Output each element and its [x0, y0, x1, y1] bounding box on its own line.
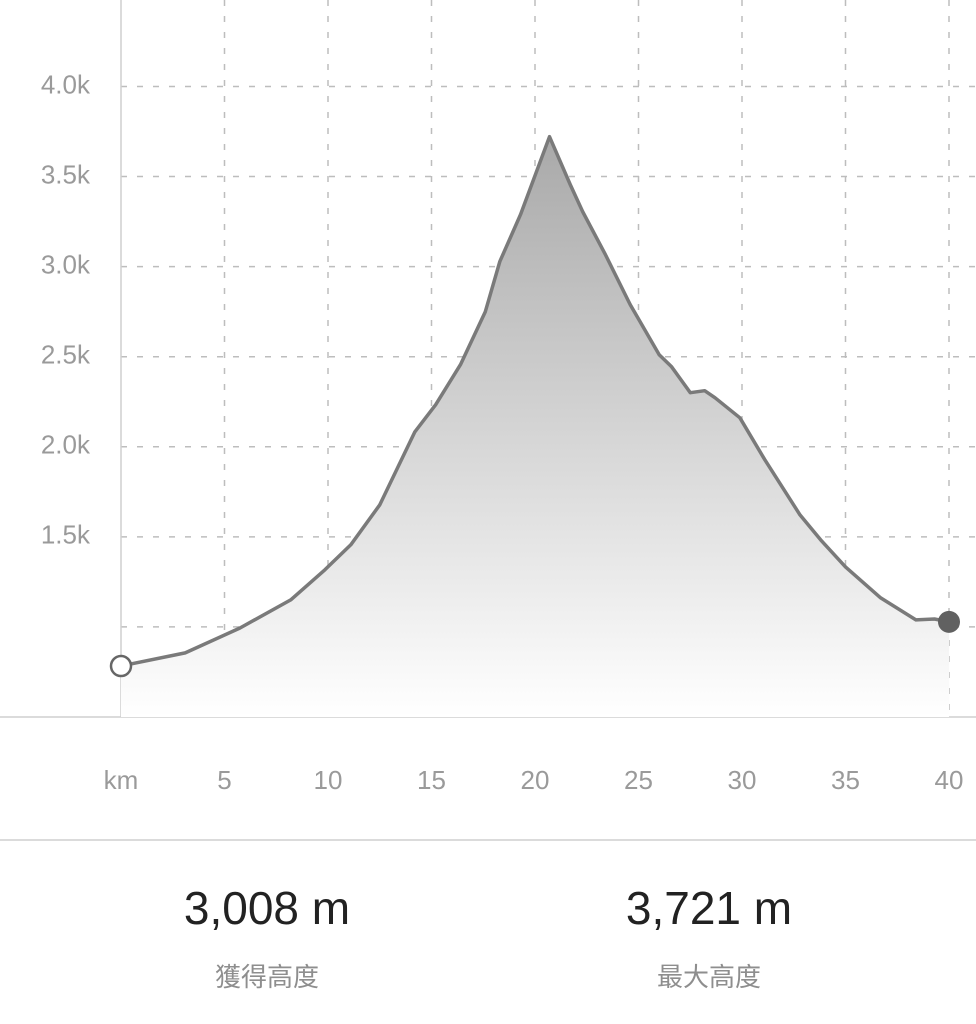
stat-label: 最大高度: [656, 962, 761, 992]
stats: 3,008 m 獲得高度 3,721 m 最大高度: [0, 841, 976, 1024]
stat: 3,008 m 獲得高度: [117, 881, 417, 994]
start-point: [109, 654, 133, 678]
area-fill: [121, 136, 949, 717]
elevation-chart: 1.5k 2.0k 2.5k 3.0k 3.5k 4.0k km 5 10 15 20 25 30 35 4…: [0, 0, 976, 841]
x-tick-label: 35: [831, 765, 860, 795]
y-tick-label: 4.0k: [41, 69, 91, 99]
y-tick-label: 2.5k: [41, 340, 91, 370]
x-tick-label: 40: [935, 765, 964, 795]
x-tick-label: 5: [217, 765, 231, 795]
y-tick-label: 2.0k: [41, 430, 91, 460]
y-tick-label: 3.0k: [41, 249, 91, 279]
y-tick-label: 3.5k: [41, 159, 91, 189]
x-tick-label: 20: [521, 765, 550, 795]
x-tick-label: 15: [417, 765, 446, 795]
stat-value: 3,721 m: [625, 882, 793, 934]
stat: 3,721 m 最大高度: [559, 881, 859, 994]
x-tick-label: 25: [624, 765, 653, 795]
x-tick-label: km: [104, 765, 139, 795]
x-tick-label: 10: [314, 765, 343, 795]
y-tick-label: 1.5k: [41, 520, 91, 550]
x-tick-label: 30: [728, 765, 757, 795]
stat-label: 獲得高度: [214, 962, 319, 992]
elevation-line: [120, 134, 950, 668]
end-point: [938, 610, 960, 633]
stat-value: 3,008 m: [183, 882, 351, 934]
